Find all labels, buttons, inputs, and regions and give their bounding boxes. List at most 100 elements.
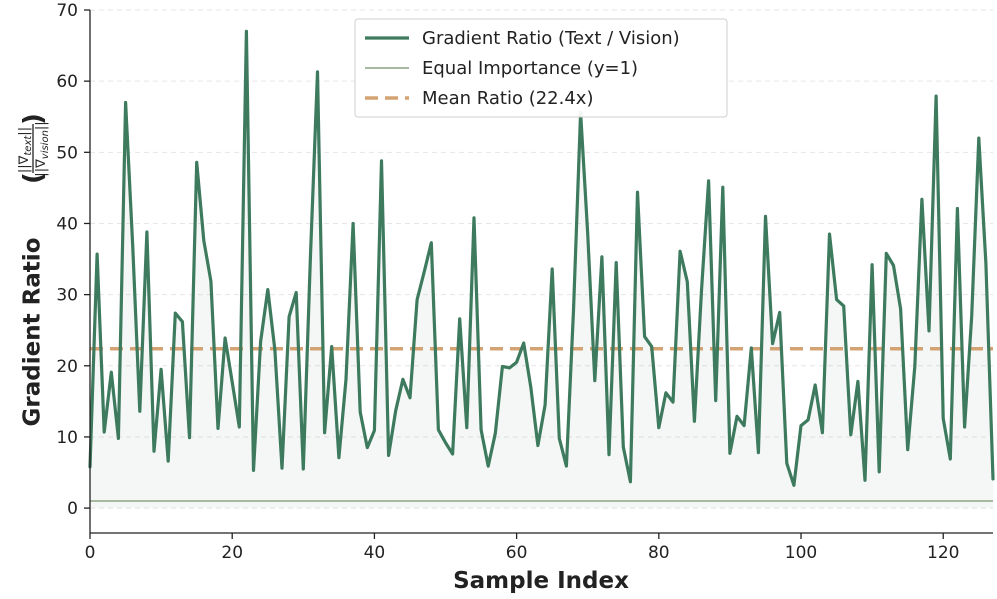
data-point bbox=[601, 256, 603, 258]
data-point bbox=[494, 432, 496, 434]
data-point bbox=[757, 451, 759, 453]
data-point bbox=[267, 288, 269, 290]
data-point bbox=[715, 399, 717, 401]
data-point bbox=[807, 419, 809, 421]
data-point bbox=[103, 431, 105, 433]
data-point bbox=[835, 298, 837, 300]
data-point bbox=[928, 330, 930, 332]
data-point bbox=[985, 262, 987, 264]
data-point bbox=[459, 318, 461, 320]
data-point bbox=[963, 426, 965, 428]
data-point bbox=[515, 361, 517, 363]
data-point bbox=[565, 465, 567, 467]
data-point bbox=[480, 429, 482, 431]
data-point bbox=[203, 239, 205, 241]
y-axis-fraction-close: ) bbox=[19, 113, 49, 125]
data-point bbox=[665, 392, 667, 394]
data-point bbox=[899, 308, 901, 310]
y-axis-fraction-denominator: ||∇vision|| bbox=[34, 121, 51, 176]
data-point bbox=[331, 345, 333, 347]
x-tick-label: 120 bbox=[927, 543, 959, 563]
legend: Gradient Ratio (Text / Vision) Equal Imp… bbox=[354, 18, 728, 118]
data-point bbox=[643, 335, 645, 337]
x-tick-label: 80 bbox=[648, 543, 670, 563]
data-point bbox=[558, 437, 560, 439]
x-tick-label: 20 bbox=[221, 543, 243, 563]
data-point bbox=[416, 298, 418, 300]
y-tick-label: 50 bbox=[56, 143, 78, 163]
data-point bbox=[487, 465, 489, 467]
data-point bbox=[231, 381, 233, 383]
data-point bbox=[295, 291, 297, 293]
y-tick-label: 30 bbox=[56, 286, 78, 306]
data-point bbox=[345, 378, 347, 380]
data-point bbox=[423, 271, 425, 273]
data-point bbox=[956, 207, 958, 209]
data-point bbox=[679, 250, 681, 252]
data-point bbox=[800, 424, 802, 426]
data-point bbox=[387, 454, 389, 456]
data-point bbox=[167, 460, 169, 462]
data-point bbox=[594, 380, 596, 382]
data-point bbox=[892, 264, 894, 266]
data-point bbox=[629, 481, 631, 483]
data-point bbox=[921, 198, 923, 200]
y-axis-fraction-open: ( bbox=[19, 172, 49, 184]
data-point bbox=[907, 449, 909, 451]
data-point bbox=[743, 424, 745, 426]
data-point bbox=[750, 347, 752, 349]
data-point bbox=[700, 289, 702, 291]
data-point bbox=[245, 30, 247, 32]
data-point bbox=[885, 252, 887, 254]
data-point bbox=[309, 256, 311, 258]
data-point bbox=[259, 340, 261, 342]
data-point bbox=[444, 441, 446, 443]
legend-label-ratio: Gradient Ratio (Text / Vision) bbox=[422, 28, 680, 49]
data-point bbox=[196, 161, 198, 163]
data-point bbox=[850, 434, 852, 436]
y-axis-fraction-numerator: ||∇text|| bbox=[17, 127, 34, 173]
data-point bbox=[544, 404, 546, 406]
data-point bbox=[181, 321, 183, 323]
data-point bbox=[793, 484, 795, 486]
legend-label-mean: Mean Ratio (22.4x) bbox=[422, 88, 593, 109]
x-tick-label: 40 bbox=[364, 543, 386, 563]
data-point bbox=[814, 384, 816, 386]
data-point bbox=[786, 462, 788, 464]
data-point bbox=[252, 469, 254, 471]
data-point bbox=[323, 432, 325, 434]
y-tick-label: 10 bbox=[56, 428, 78, 448]
data-point bbox=[779, 311, 781, 313]
data-point bbox=[210, 280, 212, 282]
y-tick-label: 40 bbox=[56, 214, 78, 234]
data-point bbox=[373, 429, 375, 431]
data-point bbox=[395, 409, 397, 411]
y-tick-label: 60 bbox=[56, 72, 78, 92]
data-point bbox=[146, 231, 148, 233]
data-point bbox=[338, 456, 340, 458]
data-point bbox=[139, 410, 141, 412]
gradient-ratio-line bbox=[88, 29, 995, 487]
y-tick-label: 0 bbox=[67, 499, 78, 519]
data-point bbox=[530, 386, 532, 388]
y-axis-title-text: Gradient Ratio bbox=[20, 238, 46, 427]
data-point bbox=[437, 429, 439, 431]
data-point bbox=[96, 253, 98, 255]
y-axis-title: Gradient Ratio ( ||∇text|| ||∇vision|| ) bbox=[17, 113, 51, 426]
data-point bbox=[764, 215, 766, 217]
data-point bbox=[238, 426, 240, 428]
data-point bbox=[914, 365, 916, 367]
data-point bbox=[971, 315, 973, 317]
data-point bbox=[942, 417, 944, 419]
data-point bbox=[473, 217, 475, 219]
data-point bbox=[501, 365, 503, 367]
data-point bbox=[316, 71, 318, 73]
data-point bbox=[188, 437, 190, 439]
data-point bbox=[707, 180, 709, 182]
y-tick-label: 20 bbox=[56, 357, 78, 377]
data-point bbox=[110, 371, 112, 373]
data-point bbox=[935, 95, 937, 97]
data-point bbox=[274, 349, 276, 351]
data-point bbox=[124, 101, 126, 103]
